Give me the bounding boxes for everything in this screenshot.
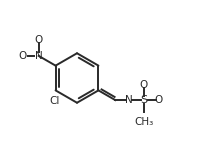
Text: N: N xyxy=(35,51,42,61)
Text: O: O xyxy=(34,35,43,45)
Text: O: O xyxy=(139,80,147,90)
Text: Cl: Cl xyxy=(49,96,60,106)
Text: S: S xyxy=(140,95,147,105)
Text: N: N xyxy=(124,95,132,105)
Text: O: O xyxy=(19,51,27,61)
Text: O: O xyxy=(154,95,162,105)
Text: CH₃: CH₃ xyxy=(134,117,153,127)
